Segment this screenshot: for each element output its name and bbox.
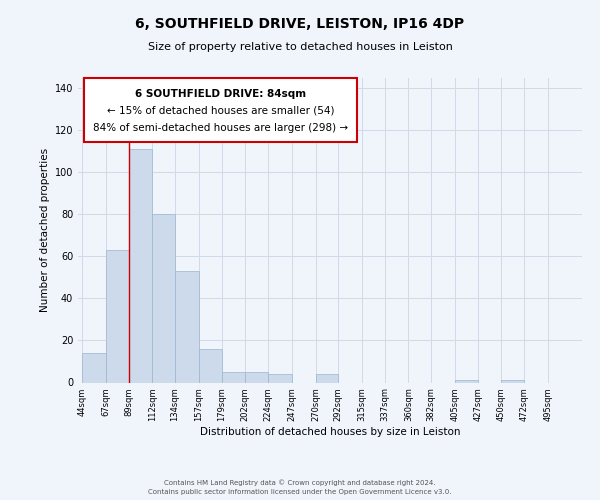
Bar	[316, 374, 338, 382]
Y-axis label: Number of detached properties: Number of detached properties	[40, 148, 50, 312]
Text: 84% of semi-detached houses are larger (298) →: 84% of semi-detached houses are larger (…	[93, 122, 348, 132]
Text: 6 SOUTHFIELD DRIVE: 84sqm: 6 SOUTHFIELD DRIVE: 84sqm	[135, 89, 306, 99]
X-axis label: Distribution of detached houses by size in Leiston: Distribution of detached houses by size …	[200, 427, 460, 437]
Text: 6, SOUTHFIELD DRIVE, LEISTON, IP16 4DP: 6, SOUTHFIELD DRIVE, LEISTON, IP16 4DP	[136, 18, 464, 32]
Text: ← 15% of detached houses are smaller (54): ← 15% of detached houses are smaller (54…	[107, 106, 334, 116]
Bar	[82, 353, 106, 382]
Bar	[199, 349, 221, 382]
Bar	[152, 214, 175, 382]
Bar	[128, 149, 152, 382]
Bar	[455, 380, 478, 382]
Bar	[221, 372, 245, 382]
Text: Contains public sector information licensed under the Open Government Licence v3: Contains public sector information licen…	[148, 489, 452, 495]
Bar	[502, 380, 524, 382]
Bar	[245, 372, 268, 382]
Text: Size of property relative to detached houses in Leiston: Size of property relative to detached ho…	[148, 42, 452, 52]
Bar	[106, 250, 128, 382]
Bar	[175, 271, 199, 382]
Bar	[268, 374, 292, 382]
Text: Contains HM Land Registry data © Crown copyright and database right 2024.: Contains HM Land Registry data © Crown c…	[164, 480, 436, 486]
